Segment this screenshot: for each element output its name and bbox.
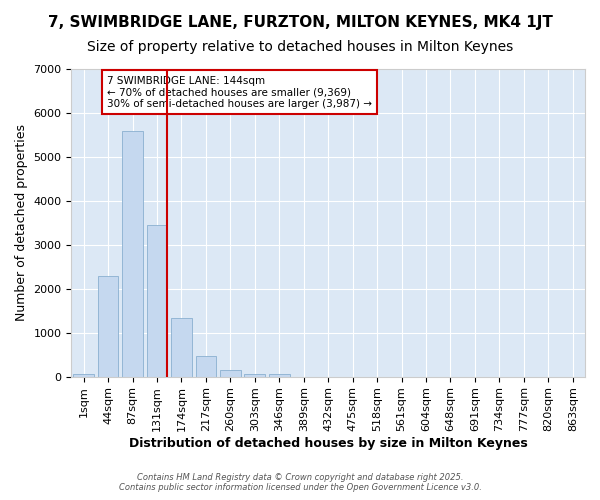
Text: 7 SWIMBRIDGE LANE: 144sqm
← 70% of detached houses are smaller (9,369)
30% of se: 7 SWIMBRIDGE LANE: 144sqm ← 70% of detac… bbox=[107, 76, 372, 109]
Bar bbox=[269, 374, 290, 376]
Bar bbox=[146, 225, 167, 376]
Bar bbox=[73, 374, 94, 376]
Bar bbox=[196, 356, 217, 376]
X-axis label: Distribution of detached houses by size in Milton Keynes: Distribution of detached houses by size … bbox=[129, 437, 527, 450]
Bar bbox=[171, 318, 192, 376]
Text: Contains HM Land Registry data © Crown copyright and database right 2025.
Contai: Contains HM Land Registry data © Crown c… bbox=[119, 472, 481, 492]
Text: 7, SWIMBRIDGE LANE, FURZTON, MILTON KEYNES, MK4 1JT: 7, SWIMBRIDGE LANE, FURZTON, MILTON KEYN… bbox=[47, 15, 553, 30]
Bar bbox=[122, 130, 143, 376]
Y-axis label: Number of detached properties: Number of detached properties bbox=[15, 124, 28, 322]
Bar bbox=[244, 374, 265, 376]
Text: Size of property relative to detached houses in Milton Keynes: Size of property relative to detached ho… bbox=[87, 40, 513, 54]
Bar bbox=[98, 276, 118, 376]
Bar bbox=[220, 370, 241, 376]
